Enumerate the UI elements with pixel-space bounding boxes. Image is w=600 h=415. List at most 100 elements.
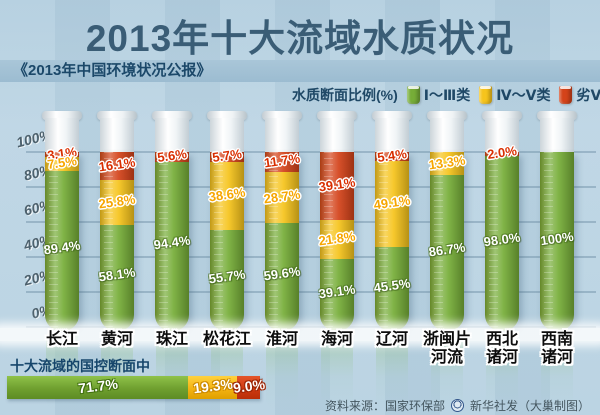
category-label: 淮河 [265, 331, 298, 348]
reflection-stripe [266, 334, 298, 412]
graduation-marks [49, 152, 58, 331]
reflection-stripe [101, 334, 133, 412]
legend-item-class1-3: Ⅰ～Ⅲ类 [406, 85, 471, 105]
cylinder-shading [265, 152, 299, 331]
graduation-marks [544, 152, 553, 331]
tube-rim [317, 111, 357, 120]
tube-segment-class1-3 [100, 225, 134, 331]
cylinder-shading [430, 152, 464, 331]
grid-line [26, 186, 596, 188]
test-tube [265, 152, 299, 331]
legend-item-label: Ⅰ～Ⅲ类 [423, 87, 471, 103]
test-tube [375, 152, 409, 331]
tube-glass [100, 118, 134, 152]
tube-segment-class1-3 [430, 175, 464, 331]
yellow-swatch-icon [479, 86, 493, 104]
tube-rim [537, 111, 577, 120]
tube-glass [540, 118, 574, 152]
grid-line [26, 291, 596, 293]
page-title: 2013年十大流域水质状况 [85, 18, 515, 59]
grid-line [26, 151, 596, 153]
tube-glass [45, 118, 79, 152]
credit-text: 新华社发（大巢制图） [469, 399, 590, 413]
graduation-marks [269, 152, 278, 331]
test-tube [320, 152, 354, 331]
graduation-marks [159, 152, 168, 331]
legend-item-label: 劣Ⅴ类 [576, 87, 600, 103]
red-swatch-icon [559, 86, 573, 104]
subtitle-band: 《2013年中国环境状况公报》 [0, 60, 600, 82]
legend-item-class4-5: Ⅳ～Ⅴ类 [479, 85, 550, 105]
reflection-stripe [541, 334, 573, 412]
cylinder-shading [155, 152, 189, 331]
tube-segment-class4-5 [45, 157, 79, 171]
tube-segment-inferior5 [210, 152, 244, 162]
tube-rim [97, 111, 137, 120]
tube-segment-class1-3 [485, 155, 519, 331]
tube-segment-class4-5 [375, 161, 409, 248]
category-label: 西南 诸河 [540, 331, 573, 366]
cylinder-shading [375, 152, 409, 331]
tube-glass [320, 118, 354, 152]
cylinder-shading [210, 152, 244, 331]
test-tube [485, 152, 519, 331]
tube-segment-class1-3 [45, 170, 79, 331]
summary-bar-label: 71.7% [77, 375, 119, 397]
tube-glass [375, 118, 409, 152]
tube-segment-class1-3 [320, 258, 354, 331]
tube-rim [482, 111, 522, 120]
reflection-stripe [46, 334, 78, 412]
category-label: 西北 诸河 [485, 331, 518, 366]
source-text: 资料来源：国家环保部 [324, 399, 445, 413]
test-tube [540, 152, 574, 331]
tube-segment-class4-5 [210, 161, 244, 230]
category-label: 珠江 [155, 331, 188, 348]
grid-line [26, 256, 596, 258]
category-label: 长江 [45, 331, 78, 348]
graduation-marks [104, 152, 113, 331]
tube-segment-inferior5 [100, 152, 134, 181]
tube-segment-class4-5 [265, 172, 299, 223]
graduation-marks [214, 152, 223, 331]
tube-rim [207, 111, 247, 120]
test-tube [100, 152, 134, 331]
category-label: 辽河 [375, 331, 408, 348]
graduation-marks [489, 152, 498, 331]
tube-rim [42, 111, 82, 120]
tube-rim [262, 111, 302, 120]
tube-glass [155, 118, 189, 152]
legend-title: 水质断面比例(%) [292, 87, 398, 103]
cylinder-shading [320, 152, 354, 331]
tube-segment-inferior5 [45, 152, 79, 158]
test-tube [45, 152, 79, 331]
summary-bar-label: 9.0% [231, 376, 266, 396]
reflection-stripe [486, 334, 518, 412]
category-label: 海河 [320, 331, 353, 348]
test-tube [210, 152, 244, 331]
category-label: 松花江 [202, 331, 251, 348]
tube-segment-inferior5 [485, 152, 519, 156]
graduation-marks [379, 152, 388, 331]
legend-item-label: Ⅳ～Ⅴ类 [496, 87, 551, 103]
base-cloud-ribbon [0, 328, 600, 341]
tube-rim [427, 111, 467, 120]
graduation-marks [434, 152, 443, 331]
tube-segment-inferior5 [155, 152, 189, 162]
summary-bar-label: 19.3% [192, 375, 234, 397]
reflection-stripe [211, 334, 243, 412]
category-label: 浙闽片 河流 [422, 331, 471, 366]
summary-bar-segment-yellow: 19.3% [188, 375, 238, 399]
tube-rim [152, 111, 192, 120]
reflection-stripe [321, 334, 353, 412]
tube-glass [485, 118, 519, 152]
test-tube [155, 152, 189, 331]
tube-glass [210, 118, 244, 152]
test-tube [430, 152, 464, 331]
cylinder-shading [100, 152, 134, 331]
summary-stacked-bar: 71.7% 19.3% 9.0% [7, 375, 265, 399]
category-label: 黄河 [100, 331, 133, 348]
cylinder-shading [540, 152, 574, 331]
reflection-stripe [156, 334, 188, 412]
summary-bar-segment-green: 71.7% [7, 375, 189, 399]
